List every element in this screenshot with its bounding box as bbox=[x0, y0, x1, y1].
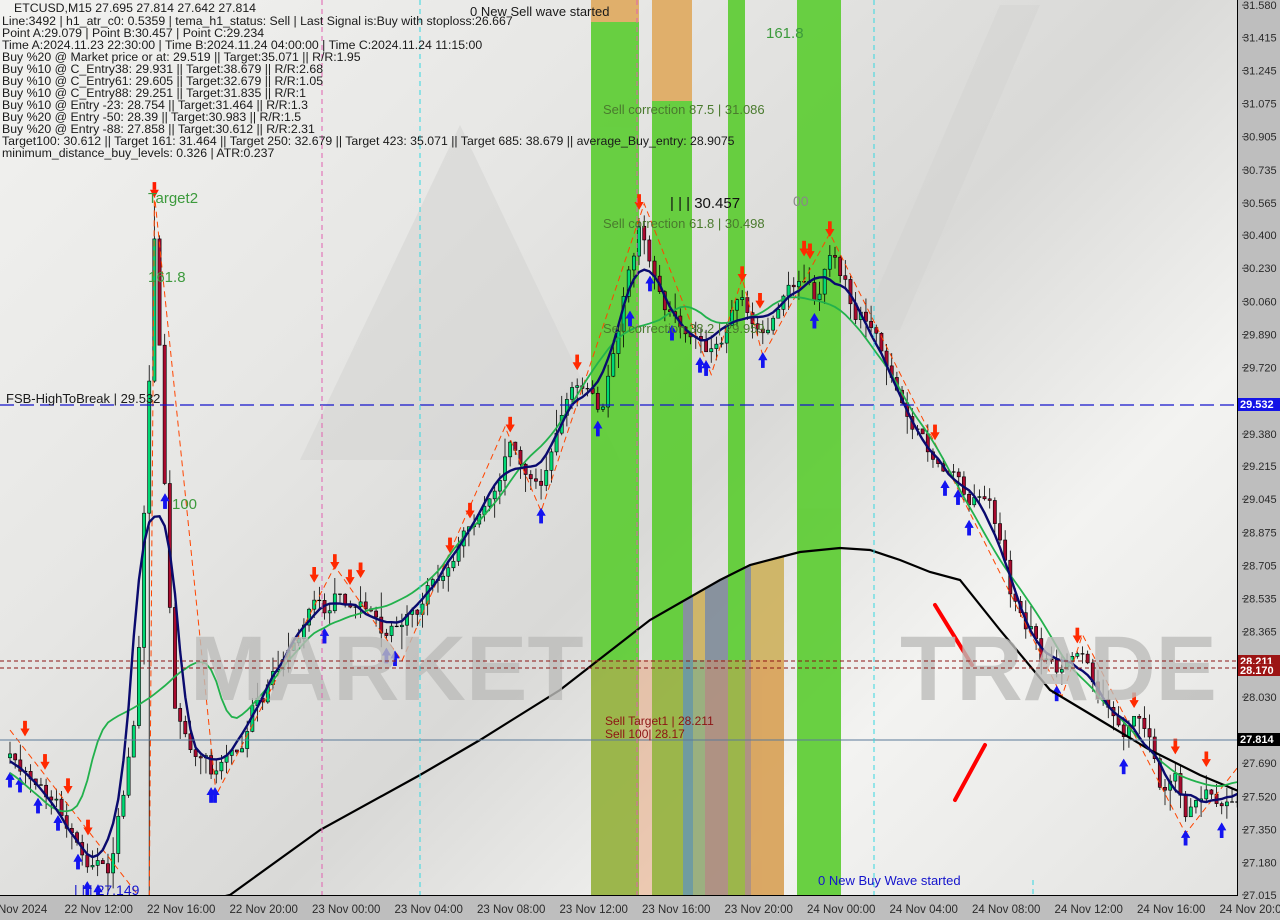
svg-text:24 Nov 00:00: 24 Nov 00:00 bbox=[807, 904, 875, 916]
svg-text:Sell correction 61.8 | 30.498: Sell correction 61.8 | 30.498 bbox=[603, 216, 765, 231]
svg-text:27.180: 27.180 bbox=[1243, 858, 1277, 870]
svg-text:28.535: 28.535 bbox=[1243, 594, 1277, 606]
svg-text:29.380: 29.380 bbox=[1243, 429, 1277, 441]
svg-text:Sell correction 87.5 | 31.086: Sell correction 87.5 | 31.086 bbox=[603, 102, 765, 117]
svg-text:27.690: 27.690 bbox=[1243, 758, 1277, 770]
svg-text:31.415: 31.415 bbox=[1243, 32, 1277, 44]
svg-text:31.580: 31.580 bbox=[1243, 0, 1277, 12]
svg-text:24 Nov 12:00: 24 Nov 12:00 bbox=[1055, 904, 1123, 916]
svg-text:Sell 100| 28.17: Sell 100| 28.17 bbox=[605, 727, 685, 741]
svg-text:23 Nov 20:00: 23 Nov 20:00 bbox=[725, 904, 793, 916]
svg-text:29.215: 29.215 bbox=[1243, 461, 1277, 473]
svg-text:24 Nov 16:00: 24 Nov 16:00 bbox=[1137, 904, 1205, 916]
svg-text:27.350: 27.350 bbox=[1243, 825, 1277, 837]
svg-text:30.905: 30.905 bbox=[1243, 132, 1277, 144]
svg-text:29.045: 29.045 bbox=[1243, 494, 1277, 506]
svg-text:0 New Buy Wave started: 0 New Buy Wave started bbox=[818, 873, 961, 888]
svg-text:29.890: 29.890 bbox=[1243, 330, 1277, 342]
svg-text:27.015: 27.015 bbox=[1243, 890, 1277, 902]
svg-text:29.532: 29.532 bbox=[1240, 399, 1274, 411]
svg-text:30.230: 30.230 bbox=[1243, 263, 1277, 275]
svg-text:23 Nov 04:00: 23 Nov 04:00 bbox=[395, 904, 463, 916]
svg-text:Sell correction 38.2 | 29.959: Sell correction 38.2 | 29.959 bbox=[603, 321, 765, 336]
svg-text:00: 00 bbox=[793, 193, 809, 209]
svg-text:| | | 30.457: | | | 30.457 bbox=[670, 195, 740, 212]
svg-text:22 Nov 20:00: 22 Nov 20:00 bbox=[230, 904, 298, 916]
svg-text:29.720: 29.720 bbox=[1243, 363, 1277, 375]
svg-text:30.060: 30.060 bbox=[1243, 296, 1277, 308]
svg-text:100: 100 bbox=[172, 496, 197, 513]
svg-text:0 New Sell wave started: 0 New Sell wave started bbox=[470, 4, 609, 19]
svg-text:23 Nov 00:00: 23 Nov 00:00 bbox=[312, 904, 380, 916]
svg-text:| | | 27.149: | | | 27.149 bbox=[74, 882, 140, 896]
svg-text:22 Nov 16:00: 22 Nov 16:00 bbox=[147, 904, 215, 916]
svg-text:30.400: 30.400 bbox=[1243, 230, 1277, 242]
svg-text:ETCUSD,M15 27.695 27.814 27.6: ETCUSD,M15 27.695 27.814 27.642 27.814 bbox=[14, 1, 256, 15]
svg-text:TRADE: TRADE bbox=[900, 618, 1217, 720]
svg-text:27.814: 27.814 bbox=[1240, 734, 1275, 746]
svg-text:27.520: 27.520 bbox=[1243, 791, 1277, 803]
svg-text:minimum_distance_buy_levels: 0: minimum_distance_buy_levels: 0.326 | ATR… bbox=[2, 146, 274, 160]
svg-text:23 Nov 08:00: 23 Nov 08:00 bbox=[477, 904, 545, 916]
svg-text:Sell Target1 | 28.211: Sell Target1 | 28.211 bbox=[605, 714, 714, 728]
svg-text:28.030: 28.030 bbox=[1243, 692, 1277, 704]
svg-text:31.075: 31.075 bbox=[1243, 99, 1277, 111]
svg-text:FSB-HighToBreak | 29.532: FSB-HighToBreak | 29.532 bbox=[6, 391, 160, 406]
svg-text:24 Nov 08:00: 24 Nov 08:00 bbox=[972, 904, 1040, 916]
svg-text:31.245: 31.245 bbox=[1243, 65, 1277, 77]
svg-text:161.8: 161.8 bbox=[766, 25, 804, 42]
svg-text:28.365: 28.365 bbox=[1243, 627, 1277, 639]
svg-text:28.705: 28.705 bbox=[1243, 560, 1277, 572]
svg-text:Target2: Target2 bbox=[148, 190, 198, 207]
svg-text:23 Nov 12:00: 23 Nov 12:00 bbox=[560, 904, 628, 916]
svg-text:24 Nov 20:00: 24 Nov 20:00 bbox=[1220, 904, 1280, 916]
svg-text:30.565: 30.565 bbox=[1243, 198, 1277, 210]
svg-text:28.211: 28.211 bbox=[1240, 656, 1273, 668]
svg-text:22 Nov 12:00: 22 Nov 12:00 bbox=[65, 904, 133, 916]
svg-text:24 Nov 04:00: 24 Nov 04:00 bbox=[890, 904, 958, 916]
svg-text:28.170: 28.170 bbox=[1240, 665, 1274, 677]
svg-text:MARKET: MARKET bbox=[190, 618, 584, 720]
svg-text:30.735: 30.735 bbox=[1243, 165, 1277, 177]
svg-text:23 Nov 16:00: 23 Nov 16:00 bbox=[642, 904, 710, 916]
svg-text:161.8: 161.8 bbox=[148, 269, 186, 286]
svg-text:22 Nov 2024: 22 Nov 2024 bbox=[0, 904, 48, 916]
svg-text:28.875: 28.875 bbox=[1243, 527, 1277, 539]
